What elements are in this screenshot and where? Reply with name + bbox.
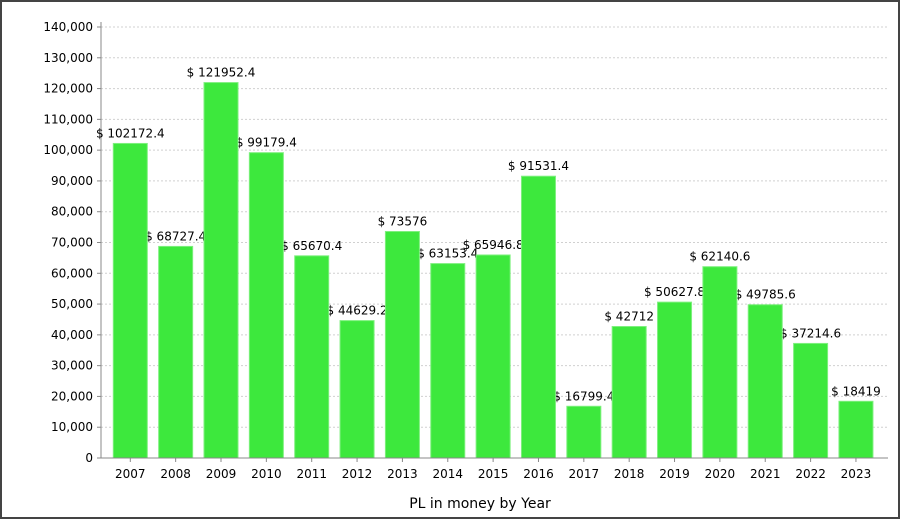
x-tick-label: 2008: [160, 467, 191, 481]
data-label: $ 42712: [604, 310, 654, 324]
bar-2009: [203, 82, 239, 459]
bar-2012: [339, 320, 375, 459]
bar-2020: [702, 266, 738, 459]
data-label: $ 73576: [378, 214, 428, 228]
y-axis: 0 10,000 20,000 30,000 40,000 50,000 60,000 70,…: [43, 20, 102, 465]
x-tick-label: 2019: [659, 467, 690, 481]
data-label: $ 65670.4: [281, 239, 342, 253]
x-tick-label: 2018: [614, 467, 645, 481]
bar-2018: [611, 326, 647, 459]
bar-2016: [520, 175, 556, 459]
x-tick-label: 2017: [569, 467, 600, 481]
x-tick-label: 2023: [841, 467, 872, 481]
data-label: $ 50627.8: [644, 285, 705, 299]
data-label: $ 91531.4: [508, 159, 569, 173]
x-axis-title: PL in money by Year: [409, 496, 551, 512]
bar-2015: [475, 254, 511, 459]
y-tick-label: 0: [85, 451, 93, 465]
data-label: $ 65946.8: [463, 238, 524, 252]
x-tick-label: 2021: [750, 467, 781, 481]
data-labels: $ 102172.4 $ 68727.4 $ 121952.4 $ 99179.4 $ …: [96, 66, 881, 404]
bar-2017: [566, 405, 602, 459]
data-label: $ 49785.6: [735, 288, 796, 302]
y-tick-label: 110,000: [43, 112, 93, 126]
bar-2010: [248, 152, 284, 459]
data-label: $ 99179.4: [236, 136, 297, 150]
y-tick-label: 20,000: [51, 389, 93, 403]
bar-2019: [657, 301, 693, 459]
y-tick-label: 10,000: [51, 420, 93, 434]
x-tick-label: 2011: [296, 467, 327, 481]
bar-2014: [430, 263, 466, 459]
y-tick-label: 50,000: [51, 297, 93, 311]
y-tick-label: 120,000: [43, 82, 93, 96]
y-tick-label: 60,000: [51, 266, 93, 280]
x-tick-label: 2016: [523, 467, 554, 481]
x-axis: 2007 2008 2009 2010 2011 2012 2013 2014 2015 2016…: [101, 457, 888, 481]
data-label: $ 63153.4: [417, 247, 478, 261]
bar-2023: [838, 400, 874, 459]
x-tick-label: 2020: [705, 467, 736, 481]
y-tick-label: 30,000: [51, 359, 93, 373]
bars: [112, 82, 874, 459]
y-tick-label: 70,000: [51, 236, 93, 250]
bar-2007: [112, 142, 148, 459]
data-label: $ 18419: [831, 384, 881, 398]
y-tick-label: 80,000: [51, 205, 93, 219]
x-tick-label: 2007: [115, 467, 146, 481]
data-label: $ 16799.4: [553, 389, 614, 403]
bar-2021: [747, 304, 783, 459]
bar-2008: [158, 245, 194, 459]
data-label: $ 121952.4: [187, 66, 256, 80]
x-tick-label: 2015: [478, 467, 509, 481]
y-tick-label: 140,000: [43, 20, 93, 34]
bar-2013: [384, 230, 420, 459]
data-label: $ 68727.4: [145, 229, 206, 243]
y-tick-label: 100,000: [43, 143, 93, 157]
x-tick-label: 2009: [206, 467, 237, 481]
data-label: $ 102172.4: [96, 126, 165, 140]
bar-2011: [294, 255, 330, 459]
x-tick-label: 2012: [342, 467, 373, 481]
data-label: $ 44629.2: [327, 304, 388, 318]
x-tick-label: 2014: [432, 467, 463, 481]
x-tick-label: 2022: [795, 467, 826, 481]
y-tick-label: 130,000: [43, 51, 93, 65]
data-label: $ 37214.6: [780, 326, 841, 340]
y-tick-label: 90,000: [51, 174, 93, 188]
x-tick-label: 2013: [387, 467, 418, 481]
data-label: $ 62140.6: [689, 250, 750, 264]
y-tick-label: 40,000: [51, 328, 93, 342]
x-tick-label: 2010: [251, 467, 282, 481]
bar-2022: [793, 342, 829, 459]
